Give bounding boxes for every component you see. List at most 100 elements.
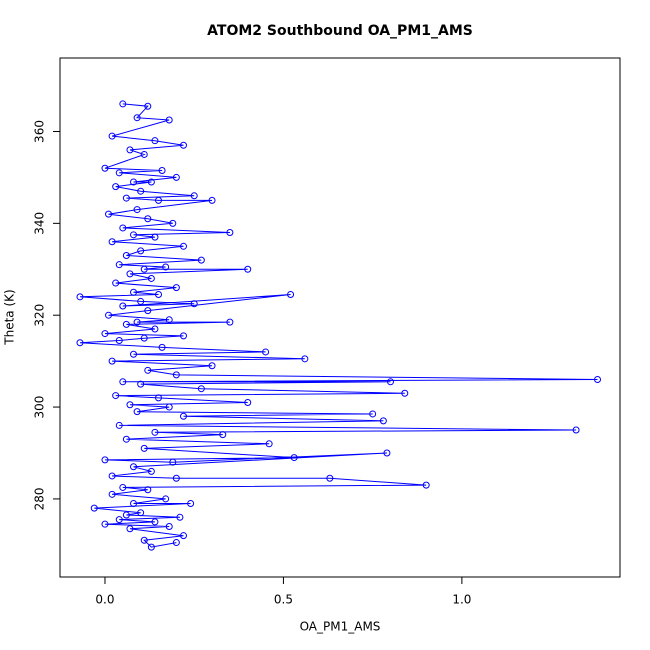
data-point	[133, 206, 141, 214]
data-point	[101, 456, 109, 464]
data-point	[422, 481, 430, 489]
data-point	[197, 256, 205, 264]
data-point	[151, 233, 159, 241]
data-point	[265, 440, 273, 448]
data-point	[137, 187, 145, 195]
data-point	[122, 320, 130, 328]
data-point	[137, 297, 145, 305]
data-point	[172, 474, 180, 482]
data-point	[130, 500, 138, 508]
data-point	[108, 472, 116, 480]
data-point	[108, 490, 116, 498]
data-point	[287, 291, 295, 299]
data-point	[301, 355, 309, 363]
data-point	[572, 426, 580, 434]
data-point	[208, 196, 216, 204]
data-point	[140, 334, 148, 342]
data-point	[208, 362, 216, 370]
data-point	[126, 525, 134, 533]
data-point	[115, 516, 123, 524]
data-point	[326, 474, 334, 482]
data-point	[369, 410, 377, 418]
data-point	[151, 428, 159, 436]
data-point	[401, 389, 409, 397]
data-point	[101, 164, 109, 172]
data-point	[112, 392, 120, 400]
data-point	[108, 132, 116, 140]
data-point	[137, 247, 145, 255]
data-point	[147, 274, 155, 282]
data-point	[105, 311, 113, 319]
data-point	[594, 376, 602, 384]
data-point	[190, 300, 198, 308]
data-point	[172, 173, 180, 181]
data-point	[130, 178, 138, 186]
data-point	[151, 325, 159, 333]
data-point	[101, 330, 109, 338]
data-point	[112, 279, 120, 287]
y-tick-label: 360	[33, 120, 47, 143]
chart-title: ATOM2 Southbound OA_PM1_AMS	[207, 23, 473, 39]
data-point	[126, 401, 134, 409]
data-point	[187, 500, 195, 508]
data-point	[162, 495, 170, 503]
data-point	[115, 336, 123, 344]
data-point	[226, 229, 234, 237]
data-point	[105, 210, 113, 218]
data-point	[90, 504, 98, 512]
data-point	[155, 291, 163, 299]
y-tick-label: 320	[33, 304, 47, 327]
data-point	[172, 539, 180, 547]
y-tick-label: 280	[33, 487, 47, 510]
data-point	[387, 378, 395, 386]
data-point	[190, 192, 198, 200]
data-point	[290, 454, 298, 462]
data-point	[151, 518, 159, 526]
data-point	[383, 449, 391, 457]
data-point	[140, 265, 148, 273]
data-point	[130, 350, 138, 358]
data-point	[226, 318, 234, 326]
data-point	[179, 532, 187, 540]
data-point	[115, 421, 123, 429]
data-point	[197, 385, 205, 393]
data-point	[119, 483, 127, 491]
y-tick-label: 340	[33, 212, 47, 235]
data-point	[179, 141, 187, 149]
data-point	[126, 270, 134, 278]
data-point	[130, 463, 138, 471]
data-point	[244, 265, 252, 273]
data-point	[122, 511, 130, 519]
data-point	[144, 215, 152, 223]
data-point	[179, 242, 187, 250]
data-point	[144, 102, 152, 110]
x-tick-label: 1.0	[452, 593, 471, 607]
data-point	[144, 366, 152, 374]
data-point	[176, 513, 184, 521]
data-point	[179, 332, 187, 340]
data-point	[144, 486, 152, 494]
data-point	[112, 183, 120, 191]
data-point	[379, 417, 387, 425]
data-point	[133, 408, 141, 416]
data-point	[126, 146, 134, 154]
data-point	[140, 444, 148, 452]
data-point	[162, 263, 170, 271]
data-point	[155, 196, 163, 204]
data-point	[101, 520, 109, 528]
y-axis-label: Theta (K)	[3, 289, 17, 345]
data-point	[76, 293, 84, 301]
data-point	[219, 431, 227, 439]
data-point	[137, 509, 145, 517]
data-point	[115, 261, 123, 269]
data-point	[158, 167, 166, 175]
x-axis-label: OA_PM1_AMS	[300, 620, 381, 634]
x-tick-label: 0.5	[274, 593, 293, 607]
data-point	[119, 378, 127, 386]
data-point	[130, 231, 138, 239]
data-point	[151, 137, 159, 145]
data-point	[119, 100, 127, 108]
data-point	[244, 398, 252, 406]
